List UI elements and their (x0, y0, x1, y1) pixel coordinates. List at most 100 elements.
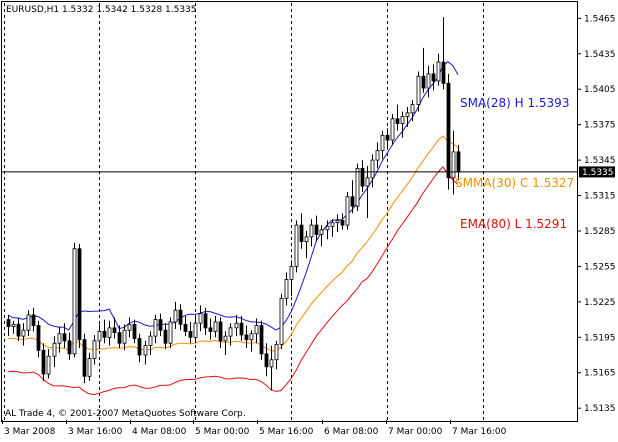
time-tick-label: 6 Mar 08:00 (324, 427, 379, 437)
current-price-badge (579, 166, 615, 178)
candle-body (163, 329, 168, 344)
candle-body (294, 224, 299, 267)
time-axis: 3 Mar 2008 3 Mar 16:00 4 Mar 08:00 5 Mar 00… (2, 420, 507, 437)
price-tick-label: 1.5465 (584, 14, 616, 24)
candle-body (451, 151, 456, 179)
candle-body (309, 224, 314, 238)
plot-frame (1, 1, 578, 422)
time-tick-label: 3 Mar 2008 (4, 427, 56, 437)
ema-line (7, 166, 459, 396)
candle-body (218, 321, 223, 342)
candle-body (330, 222, 335, 227)
candle-body (380, 134, 385, 152)
candle-body (228, 327, 233, 337)
candle-body (254, 325, 259, 335)
candle-body (26, 314, 31, 331)
candle-body (52, 342, 57, 357)
candle-body (274, 343, 279, 361)
candle-body (355, 167, 360, 207)
candle-body (213, 321, 218, 332)
candle-body (441, 61, 446, 84)
candle-body (46, 355, 51, 375)
price-tick-label: 1.5255 (584, 262, 616, 272)
candle-body (335, 219, 340, 224)
candle-body (127, 323, 132, 331)
time-tick-label: 7 Mar 00:00 (388, 427, 443, 437)
candle-body (122, 329, 127, 344)
price-tick-label: 1.5345 (584, 156, 616, 166)
candle-body (340, 219, 345, 226)
candle-body (395, 118, 400, 124)
candle-body (431, 73, 436, 82)
candle-body (168, 321, 173, 344)
candle-body (208, 327, 213, 332)
candle-body (426, 73, 431, 89)
price-tick-label: 1.5165 (584, 369, 616, 379)
ema-label: EMA(80) L 1.5291 (460, 217, 567, 231)
candle-body (21, 329, 26, 337)
price-tick-label: 1.5435 (584, 50, 616, 60)
candle-body (153, 319, 158, 337)
candle-body (82, 339, 87, 377)
current-price-badge-text: 1.5335 (582, 168, 614, 178)
time-tick-label: 3 Mar 16:00 (68, 427, 123, 437)
price-tick-label: 1.5195 (584, 333, 616, 343)
copyright-text: AL Trade 4, © 2001-2007 MetaQuotes Softw… (5, 409, 246, 419)
candle-body (385, 134, 390, 141)
candle-body (223, 335, 228, 342)
candle-body (400, 116, 405, 124)
candle-body (325, 225, 330, 231)
candle-body (421, 75, 426, 89)
candle-body (456, 151, 461, 173)
candle-body (416, 75, 421, 105)
candle-body (62, 333, 67, 342)
symbol-header: EURUSD,H1 1.5332 1.5342 1.5328 1.5335 (6, 5, 197, 15)
candle-body (143, 345, 148, 356)
price-tick-label: 1.5285 (584, 227, 616, 237)
candle-body (304, 236, 309, 243)
candle-body (67, 340, 72, 355)
time-tick-label: 7 Mar 16:00 (452, 427, 507, 437)
candle-body (158, 319, 163, 331)
price-tick-label: 1.5315 (584, 192, 616, 202)
candle-body (36, 325, 41, 351)
candle-body (269, 359, 274, 368)
candle-body (178, 309, 183, 325)
candle-body (314, 224, 319, 235)
candle-body (239, 322, 244, 336)
sma-label: SMA(28) H 1.5393 (460, 96, 569, 110)
candle-body (6, 319, 11, 328)
price-tick-label: 1.5405 (584, 85, 616, 95)
candle-body (148, 335, 153, 346)
sma-line (7, 61, 459, 331)
candle-body (249, 333, 254, 341)
candle-body (137, 338, 142, 356)
candle-body (446, 82, 451, 179)
candle-body (102, 331, 107, 338)
candle-body (57, 333, 62, 344)
candle-body (244, 334, 249, 341)
smma-label: SMMA(30) C 1.5327 (455, 176, 574, 190)
candle-body (360, 167, 365, 187)
time-tick-label: 5 Mar 00:00 (195, 427, 250, 437)
candle-body (72, 248, 77, 355)
candle-body (41, 349, 46, 375)
candle-body (112, 327, 117, 333)
candle-body (193, 322, 198, 338)
candle-body (16, 323, 21, 337)
candle-body (188, 331, 193, 338)
candle-body (77, 248, 82, 341)
candle-body (345, 196, 350, 226)
candle-body (234, 322, 239, 329)
price-tick-label: 1.5375 (584, 121, 616, 131)
candle-body (436, 61, 441, 82)
candle-body (183, 323, 188, 332)
candle-body (390, 118, 395, 141)
time-tick-label: 4 Mar 08:00 (132, 427, 187, 437)
candle-body (279, 297, 284, 345)
candle-body (117, 332, 122, 344)
candle-body (405, 112, 410, 117)
price-axis: 1.5465 1.5435 1.5405 1.5375 1.5345 1.5315 1.52… (577, 14, 616, 414)
